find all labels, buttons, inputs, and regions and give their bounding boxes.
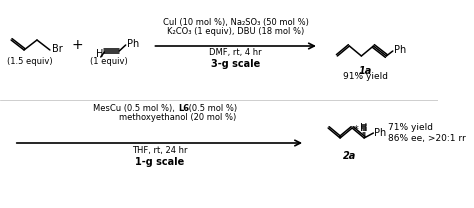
Text: 71% yield: 71% yield <box>388 124 433 132</box>
Text: CuI (10 mol %), Na₂SO₃ (50 mol %): CuI (10 mol %), Na₂SO₃ (50 mol %) <box>163 18 309 27</box>
Text: (1 equiv): (1 equiv) <box>90 57 128 66</box>
Text: 1a: 1a <box>358 66 372 76</box>
Text: 91% yield: 91% yield <box>343 72 388 81</box>
Text: 86% ee, >20:1 rr: 86% ee, >20:1 rr <box>388 134 466 142</box>
Text: Ph: Ph <box>394 45 406 55</box>
Text: K₂CO₃ (1 equiv), DBU (18 mol %): K₂CO₃ (1 equiv), DBU (18 mol %) <box>167 27 304 36</box>
Text: *: * <box>354 125 359 135</box>
Text: +: + <box>72 38 83 52</box>
Text: MesCu (0.5 mol %),: MesCu (0.5 mol %), <box>93 104 178 113</box>
Text: Br: Br <box>52 44 63 54</box>
Text: 1-g scale: 1-g scale <box>135 157 184 167</box>
Text: THF, rt, 24 hr: THF, rt, 24 hr <box>132 146 187 155</box>
Text: H: H <box>96 49 103 59</box>
Text: (1.5 equiv): (1.5 equiv) <box>7 57 53 66</box>
Text: methoxyethanol (20 mol %): methoxyethanol (20 mol %) <box>119 113 237 122</box>
Text: H: H <box>360 123 368 133</box>
Text: (0.5 mol %): (0.5 mol %) <box>186 104 237 113</box>
Text: 2a: 2a <box>343 151 356 161</box>
Text: DMF, rt, 4 hr: DMF, rt, 4 hr <box>210 48 262 57</box>
Text: Ph: Ph <box>374 128 387 138</box>
Text: 3-g scale: 3-g scale <box>211 59 260 69</box>
Text: Ph: Ph <box>127 39 139 49</box>
Text: L6: L6 <box>178 104 189 113</box>
